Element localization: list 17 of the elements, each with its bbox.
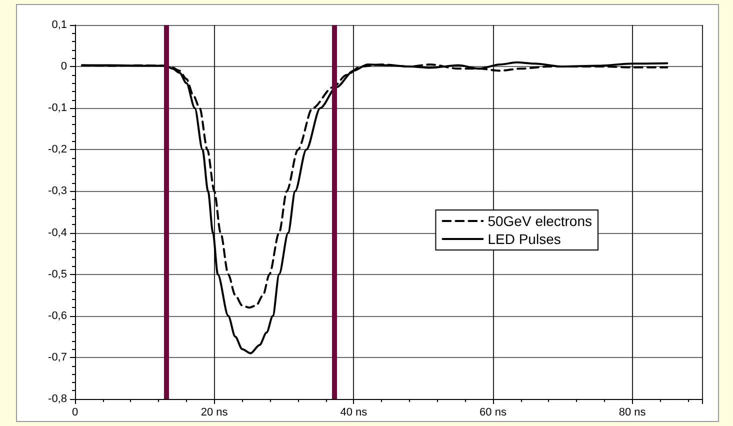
y-tick-label: -0,2 [48, 144, 67, 156]
y-tick-label: 0,1 [52, 19, 67, 31]
y-tick-label: -0,5 [48, 268, 67, 280]
y-tick-label: -0,1 [48, 102, 67, 114]
y-tick-label: -0,4 [48, 226, 67, 239]
y-tick-label: -0,6 [48, 310, 67, 322]
legend-label: 50GeV electrons [488, 213, 592, 229]
legend-label: LED Pulses [488, 231, 561, 247]
y-tick-label: -0,3 [48, 185, 67, 198]
x-tick-label: 80 ns [618, 406, 646, 418]
x-tick-label: 20 ns [200, 406, 228, 418]
y-tick-label: -0,8 [48, 393, 67, 405]
y-tick-label: 0 [60, 60, 67, 73]
x-tick-label: 40 ns [340, 406, 368, 418]
x-tick-label: 60 ns [480, 406, 507, 418]
y-tick-label: -0,7 [48, 351, 67, 364]
x-tick-label: 0 [72, 406, 78, 418]
